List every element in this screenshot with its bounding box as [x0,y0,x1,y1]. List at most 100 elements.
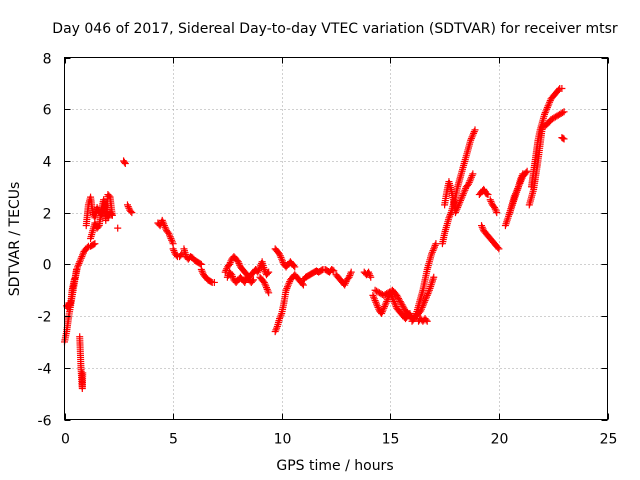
x-axis-label: GPS time / hours [276,458,393,474]
data-point [373,302,381,310]
data-point [255,266,263,274]
data-point [424,290,432,298]
data-point [91,219,99,227]
data-point [124,203,132,211]
x-tick-labels: 0 5 10 15 20 25 [61,432,617,448]
data-point [345,273,353,281]
data-point [378,309,386,317]
data-point [555,86,563,94]
data-point [272,326,280,334]
data-point [370,295,378,303]
data-point [471,126,479,134]
data-point [430,245,438,253]
data-point [177,251,185,259]
data-point [454,202,462,210]
data-point [128,209,136,217]
data-point [542,107,550,115]
data-point [467,175,475,183]
data-point [120,158,128,166]
data-point [273,324,281,332]
data-point [544,102,552,110]
data-point [369,291,377,299]
data-point [276,250,284,258]
data-point [226,260,234,268]
data-point [260,266,268,274]
y-tick-label: -2 [38,310,52,326]
x-tick-label: 25 [600,432,618,448]
data-point [283,284,291,292]
data-point [241,278,249,286]
data-point [512,188,520,196]
data-point [467,135,475,143]
data-point [197,266,205,274]
data-point [454,203,462,211]
data-point [455,200,463,208]
data-point [388,294,396,302]
y-tick-label: -6 [38,414,52,430]
data-point [264,287,272,295]
data-point [290,262,298,270]
data-point [298,280,306,288]
data-point [422,316,430,324]
data-point [127,207,135,215]
data-point [446,212,454,220]
data-point [261,280,269,288]
data-point [262,282,270,290]
data-point [560,108,568,116]
data-point [159,218,167,226]
data-point [105,192,113,200]
data-point [458,193,466,201]
data-point [371,297,379,305]
data-point [291,263,299,271]
data-point [559,134,567,142]
data-point [264,269,272,277]
data-point [457,197,465,205]
data-point [276,315,284,323]
data-point [158,216,166,224]
data-point [411,313,419,321]
data-point [390,297,398,305]
data-point [560,135,568,143]
data-point [430,273,438,281]
data-point [170,247,178,255]
data-point [77,254,85,262]
data-point [456,198,464,206]
data-point [263,285,271,293]
data-point [559,109,567,117]
data-point [76,256,84,264]
data-points [61,85,568,392]
data-point [522,169,530,177]
data-point [160,222,168,230]
data-point [379,306,387,314]
data-point [491,203,499,211]
data-point [72,266,80,274]
y-tick-label: 6 [43,103,52,119]
data-point [391,301,399,309]
data-point [160,220,168,228]
data-point [367,273,375,281]
data-point [457,195,465,203]
data-point [167,235,175,242]
y-tick-labels: -6 -4 -2 0 2 4 6 8 [38,52,52,430]
x-tick-label: 5 [169,432,178,448]
data-point [410,315,418,323]
x-tick-label: 10 [274,432,292,448]
data-point [74,261,82,269]
data-point [484,191,492,199]
data-point [543,105,551,113]
data-point [430,243,438,251]
data-point [235,259,243,267]
data-point [467,173,475,181]
data-point [76,258,84,266]
data-point [346,270,354,278]
data-point [486,196,494,204]
x-tick-label: 20 [491,432,509,448]
y-tick-label: -4 [38,362,52,378]
data-point [517,175,525,183]
y-tick-label: 2 [43,207,52,223]
data-point [161,223,169,231]
data-point [210,278,218,286]
data-point [478,223,486,231]
chart-title: Day 046 of 2017, Sidereal Day-to-day VTE… [52,21,618,37]
